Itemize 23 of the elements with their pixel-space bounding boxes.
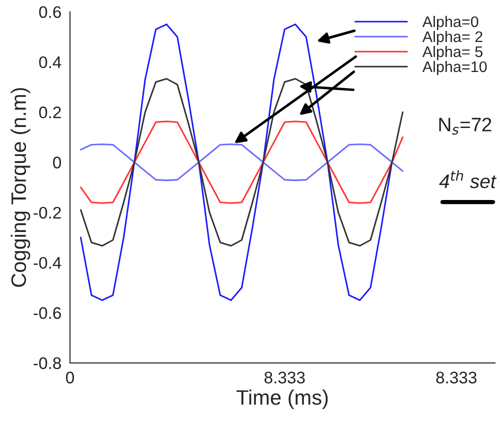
legend-label: Alpha= 2 [422, 30, 482, 46]
legend-label: Alpha=0 [422, 16, 478, 30]
line-series [80, 120, 404, 204]
y-tick-label: -0.2 [34, 206, 61, 219]
x-axis-title: Time (ms) [236, 390, 328, 409]
annotation: 4$^{th}$ set [439, 170, 497, 188]
y-tick-label: -0.4 [34, 256, 62, 269]
line-series [80, 143, 404, 182]
y-tick-label: 0.4 [39, 56, 62, 68]
legend-label: Alpha= 5 [422, 46, 482, 60]
y-axis-title: Cogging Torque (n.m) [10, 88, 30, 287]
legend-label: Alpha=10 [422, 60, 487, 76]
line-series [80, 24, 393, 301]
x-tick-label: 8.333 [264, 372, 305, 384]
y-tick-label: 0 [53, 156, 62, 168]
x-tick-label: 8.333 [436, 372, 476, 384]
y-tick-label: -0.8 [34, 357, 61, 370]
y-tick-label: 0.6 [39, 6, 61, 18]
y-tick-label: 0.2 [39, 106, 61, 118]
annotation: N$_{s}$=72 [439, 118, 492, 135]
x-tick-label: 0 [66, 372, 74, 384]
y-tick-label: -0.6 [34, 307, 61, 319]
line-series [80, 78, 404, 247]
